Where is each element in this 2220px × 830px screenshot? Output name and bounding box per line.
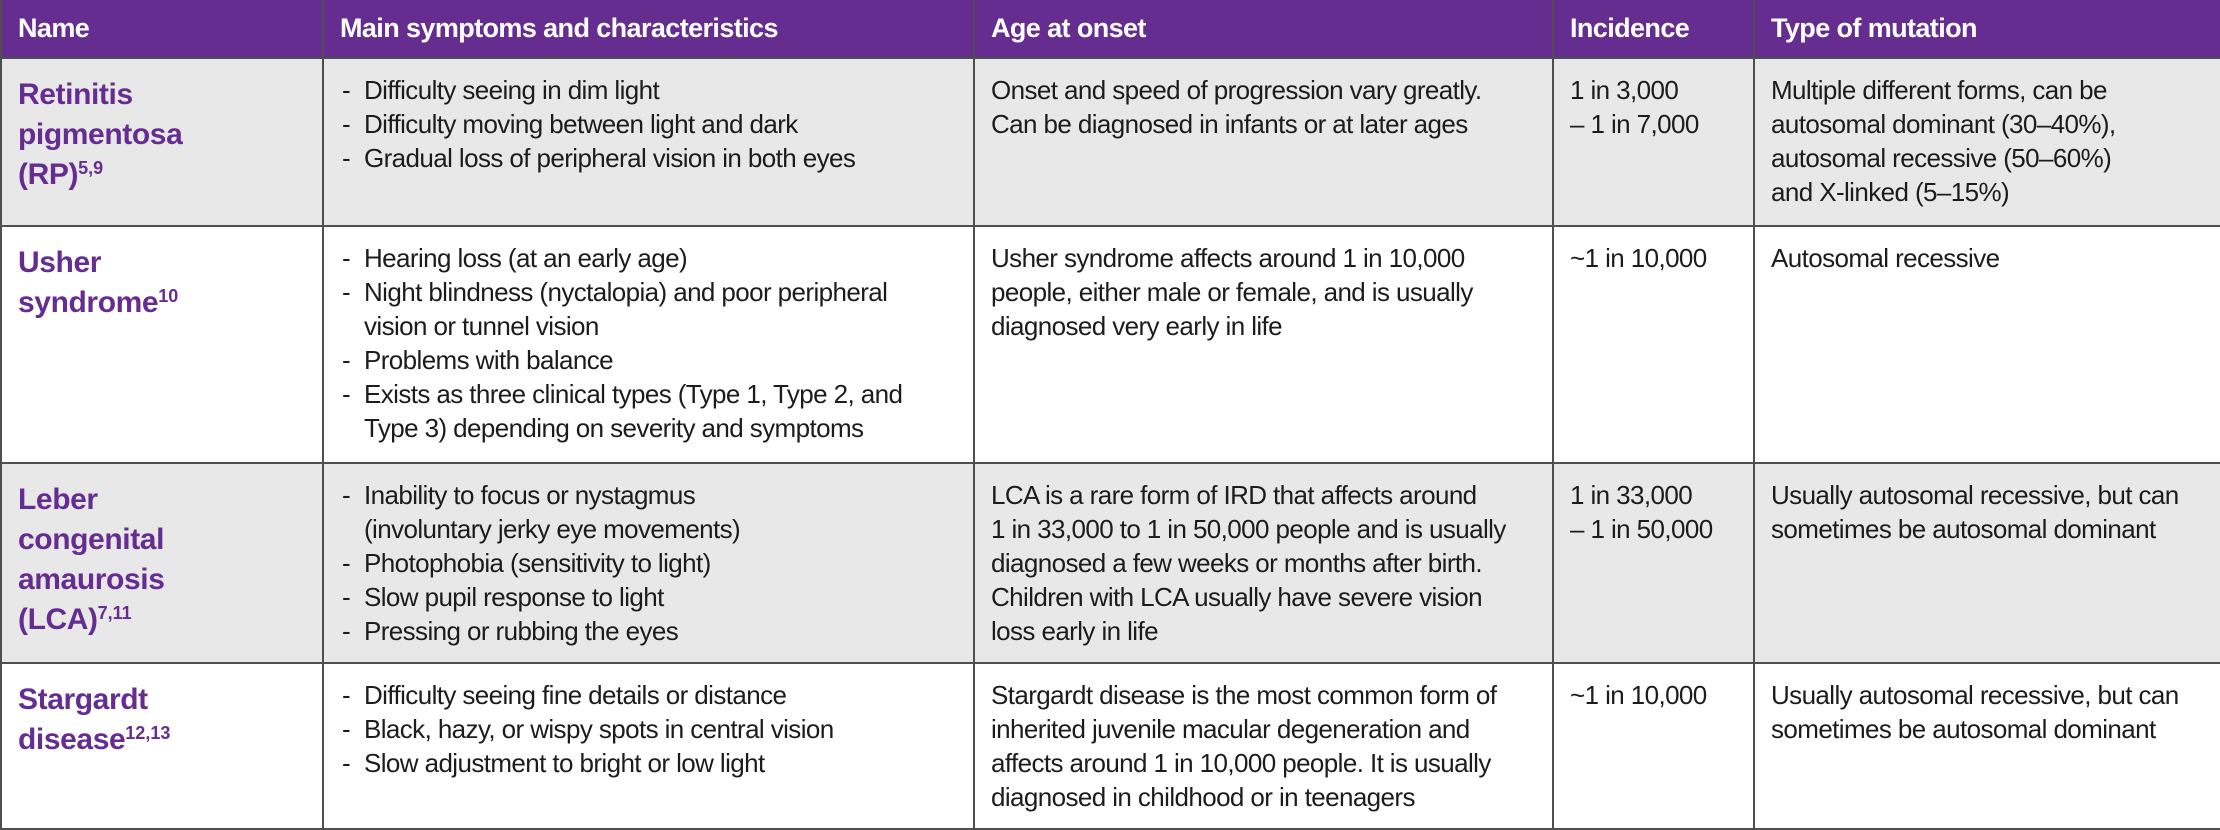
- col-header-name-label: Name: [18, 13, 90, 43]
- disease-name-text: Retinitis pigmentosa (RP): [18, 78, 183, 191]
- mutation-type-cell: Usually autosomal recessive, but can som…: [1753, 462, 2220, 664]
- table-row-retinitis-pigmentosa: Retinitis pigmentosa (RP)5,9 Difficulty …: [0, 57, 2220, 227]
- col-header-incidence-label: Incidence: [1570, 13, 1690, 43]
- col-header-age-at-onset: Age at onset: [973, 0, 1554, 59]
- table-row-stargardt-disease: Stargardt disease12,13 Difficulty seeing…: [0, 662, 2220, 830]
- reference-superscript: 7,11: [97, 603, 132, 624]
- col-header-name: Name: [0, 0, 324, 59]
- disease-name-text: Usher syndrome: [18, 246, 159, 319]
- disease-name-text: Leber congenital amaurosis (LCA): [18, 483, 165, 636]
- col-header-type-of-mutation-label: Type of mutation: [1771, 13, 1977, 43]
- reference-superscript: 10: [158, 286, 179, 307]
- disease-name: Stargardt disease12,13: [0, 662, 324, 830]
- reference-superscript: 5,9: [78, 158, 104, 179]
- disease-name-text: Stargardt disease: [18, 683, 148, 756]
- col-header-incidence: Incidence: [1552, 0, 1755, 59]
- symptom-item: Pressing or rubbing the eyes: [340, 614, 959, 648]
- symptoms-list: Difficulty seeing in dim light Difficult…: [340, 73, 959, 175]
- symptoms-cell: Inability to focus or nystagmus (involun…: [322, 462, 975, 664]
- symptom-item: Exists as three clinical types (Type 1, …: [340, 377, 959, 445]
- mutation-type-cell: Autosomal recessive: [1753, 225, 2220, 464]
- col-header-type-of-mutation: Type of mutation: [1753, 0, 2220, 59]
- symptom-item: Hearing loss (at an early age): [340, 241, 959, 275]
- col-header-age-at-onset-label: Age at onset: [991, 13, 1146, 43]
- symptoms-cell: Difficulty seeing in dim light Difficult…: [322, 57, 975, 227]
- symptom-item: Difficulty moving between light and dark: [340, 107, 959, 141]
- disease-name: Retinitis pigmentosa (RP)5,9: [0, 57, 324, 227]
- table-row-leber-congenital-amaurosis: Leber congenital amaurosis (LCA)7,11 Ina…: [0, 462, 2220, 664]
- incidence-cell: 1 in 33,000 – 1 in 50,000: [1552, 462, 1755, 664]
- symptom-item: Photophobia (sensitivity to light): [340, 546, 959, 580]
- symptom-item: Slow adjustment to bright or low light: [340, 746, 959, 780]
- col-header-symptoms-label: Main symptoms and characteristics: [340, 13, 778, 43]
- header-row: Name Main symptoms and characteristics A…: [0, 0, 2220, 59]
- incidence-cell: 1 in 3,000 – 1 in 7,000: [1552, 57, 1755, 227]
- reference-superscript: 12,13: [125, 723, 171, 744]
- age-at-onset-cell: Usher syndrome affects around 1 in 10,00…: [973, 225, 1554, 464]
- age-at-onset-cell: Onset and speed of progression vary grea…: [973, 57, 1554, 227]
- disease-name: Leber congenital amaurosis (LCA)7,11: [0, 462, 324, 664]
- symptom-item: Black, hazy, or wispy spots in central v…: [340, 712, 959, 746]
- symptom-item: Gradual loss of peripheral vision in bot…: [340, 141, 959, 175]
- mutation-type-cell: Usually autosomal recessive, but can som…: [1753, 662, 2220, 830]
- symptom-item: Difficulty seeing fine details or distan…: [340, 678, 959, 712]
- symptoms-cell: Hearing loss (at an early age) Night bli…: [322, 225, 975, 464]
- incidence-cell: ~1 in 10,000: [1552, 662, 1755, 830]
- disease-name: Usher syndrome10: [0, 225, 324, 464]
- col-header-symptoms: Main symptoms and characteristics: [322, 0, 975, 59]
- symptom-item: Slow pupil response to light: [340, 580, 959, 614]
- symptoms-list: Hearing loss (at an early age) Night bli…: [340, 241, 959, 445]
- symptoms-cell: Difficulty seeing fine details or distan…: [322, 662, 975, 830]
- symptom-item: Problems with balance: [340, 343, 959, 377]
- mutation-type-cell: Multiple different forms, can be autosom…: [1753, 57, 2220, 227]
- symptoms-list: Inability to focus or nystagmus (involun…: [340, 478, 959, 648]
- table-row-usher-syndrome: Usher syndrome10 Hearing loss (at an ear…: [0, 225, 2220, 464]
- symptoms-list: Difficulty seeing fine details or distan…: [340, 678, 959, 780]
- age-at-onset-cell: Stargardt disease is the most common for…: [973, 662, 1554, 830]
- incidence-cell: ~1 in 10,000: [1552, 225, 1755, 464]
- symptom-item: Inability to focus or nystagmus (involun…: [340, 478, 959, 546]
- age-at-onset-cell: LCA is a rare form of IRD that affects a…: [973, 462, 1554, 664]
- symptom-item: Difficulty seeing in dim light: [340, 73, 959, 107]
- symptom-item: Night blindness (nyctalopia) and poor pe…: [340, 275, 959, 343]
